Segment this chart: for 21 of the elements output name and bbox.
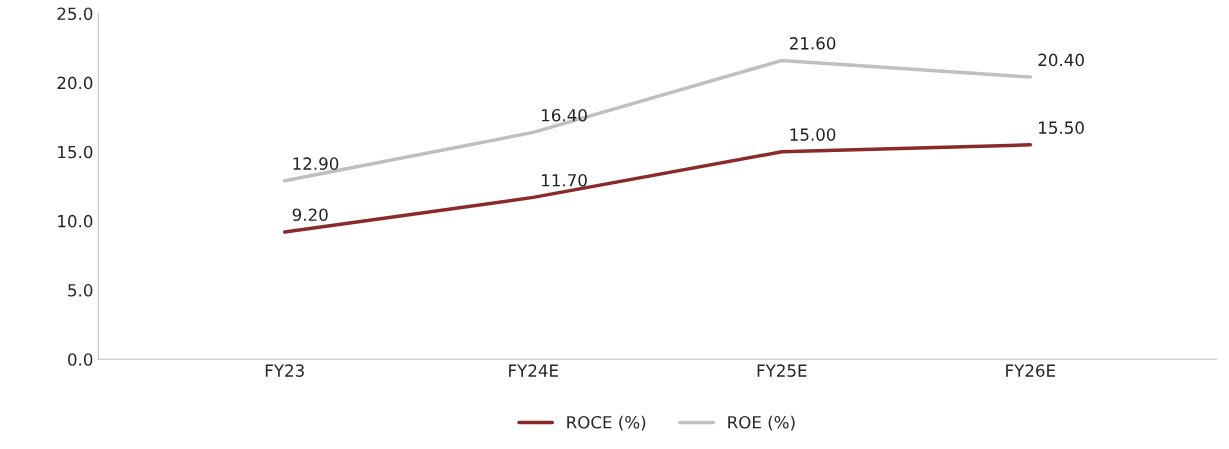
legend-label: ROE (%) [728,415,795,431]
x-tick-label: FY24E [509,364,558,377]
data-label: 15.50 [1039,121,1084,134]
data-label: 11.70 [542,173,587,187]
y-tick-label: 10.0 [58,214,93,228]
y-tick-label: 15.0 [58,145,93,159]
y-tick-label: 25.0 [57,7,93,21]
data-label: 9.20 [292,208,328,222]
x-tick-label: FY23 [265,364,304,377]
data-label: 20.40 [1038,53,1084,67]
x-tick-label: FY25E [757,364,807,377]
y-tick-label: 0.0 [68,353,93,366]
data-label: 16.40 [542,108,587,122]
line-series [282,143,1033,234]
data-label: 12.90 [293,157,339,170]
data-label: 15.00 [790,128,836,141]
x-tick-label: FY26E [1006,364,1055,377]
y-tick-label: 20.0 [57,76,93,90]
legend-label: ROCE (%) [567,415,646,431]
data-label: 21.60 [789,37,836,50]
y-tick-label: 5.0 [68,284,93,297]
